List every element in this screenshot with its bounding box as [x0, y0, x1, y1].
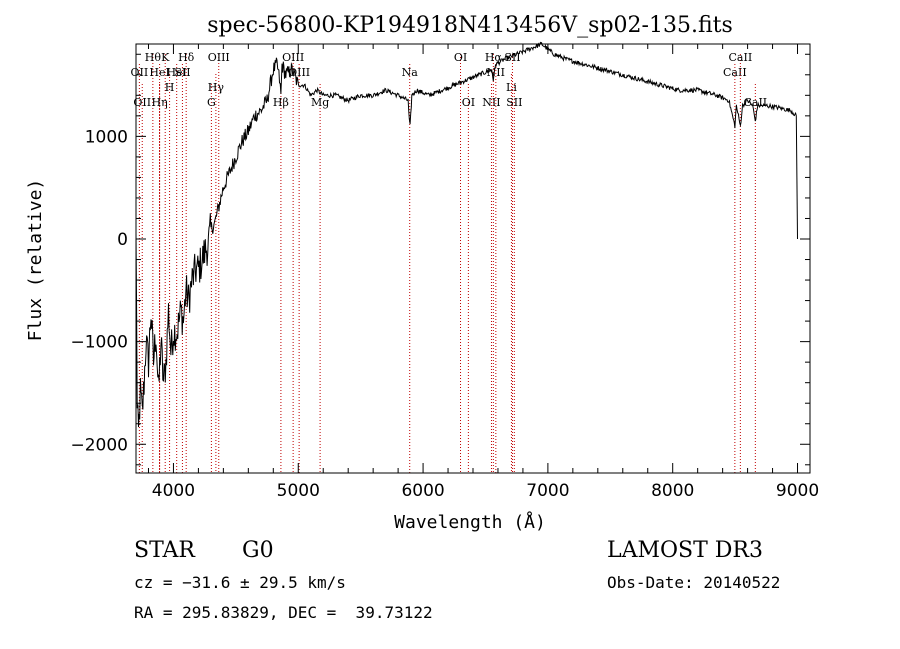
line-marker-label: OII [131, 66, 149, 79]
x-axis-label: Wavelength (Å) [394, 511, 546, 533]
line-marker-label: OIII [282, 51, 304, 64]
x-tick-label: 5000 [277, 481, 320, 501]
redshift-readout: cz = −31.6 ± 29.5 km/s [134, 573, 346, 592]
line-marker-label: Hθ [145, 51, 162, 64]
x-tick-label: 8000 [651, 481, 694, 501]
line-marker-label: OI [454, 51, 467, 64]
spectrum-chart: spec-56800-KP194918N413456V_sp02-135.fit… [25, 13, 819, 533]
line-marker-label: HeI [166, 66, 186, 79]
x-tick-label: 6000 [401, 481, 444, 501]
y-tick-label: −2000 [70, 435, 128, 455]
line-marker-label: Na [402, 66, 419, 79]
line-marker-label: SII [174, 66, 190, 79]
y-tick-label: −1000 [70, 333, 128, 353]
x-tick-label: 9000 [776, 481, 819, 501]
observation-date: Obs-Date: 20140522 [607, 573, 781, 592]
line-marker-label: CaII [743, 96, 767, 109]
line-marker-label: HeI [149, 66, 169, 79]
line-marker-label: Hδ [178, 51, 195, 64]
chart-title: spec-56800-KP194918N413456V_sp02-135.fit… [207, 13, 733, 38]
coordinates-readout: RA = 295.83829, DEC = 39.73122 [134, 603, 433, 622]
spectrum-line [135, 41, 798, 428]
axes: 4000 5000 6000 7000 8000 9000 −2000 −1000 0 1000 [70, 44, 819, 501]
survey-name: LAMOST DR3 [607, 538, 763, 563]
series-layer [135, 41, 798, 428]
line-marker-label: SII [506, 96, 522, 109]
line-marker-label: OII [133, 96, 151, 109]
line-marker-label: Hη [151, 96, 167, 109]
x-tick-label: 7000 [526, 481, 569, 501]
line-marker-label: OI [462, 96, 475, 109]
line-marker-label: Hβ [273, 96, 289, 109]
object-subclass: G0 [242, 538, 274, 563]
line-marker-label: NII [482, 96, 500, 109]
y-tick-label: 0 [117, 230, 128, 250]
line-marker-label: H [165, 81, 175, 94]
line-marker-label: Mg [311, 96, 329, 109]
line-marker-label: CaII [723, 66, 747, 79]
line-marker-label: Hα [485, 51, 503, 64]
line-marker-label: Hγ [208, 81, 225, 94]
line-marker-label: CaII [729, 51, 753, 64]
y-tick-label: 1000 [85, 127, 128, 147]
line-marker-label: OIII [208, 51, 230, 64]
y-axis-label: Flux (relative) [25, 179, 46, 342]
line-marker-label: NII [487, 66, 505, 79]
line-marker-label: K [161, 51, 170, 64]
x-tick-label: 4000 [152, 481, 195, 501]
line-marker-label: Li [506, 81, 517, 94]
object-class: STAR [134, 538, 195, 563]
line-marker-label: G [207, 96, 216, 109]
